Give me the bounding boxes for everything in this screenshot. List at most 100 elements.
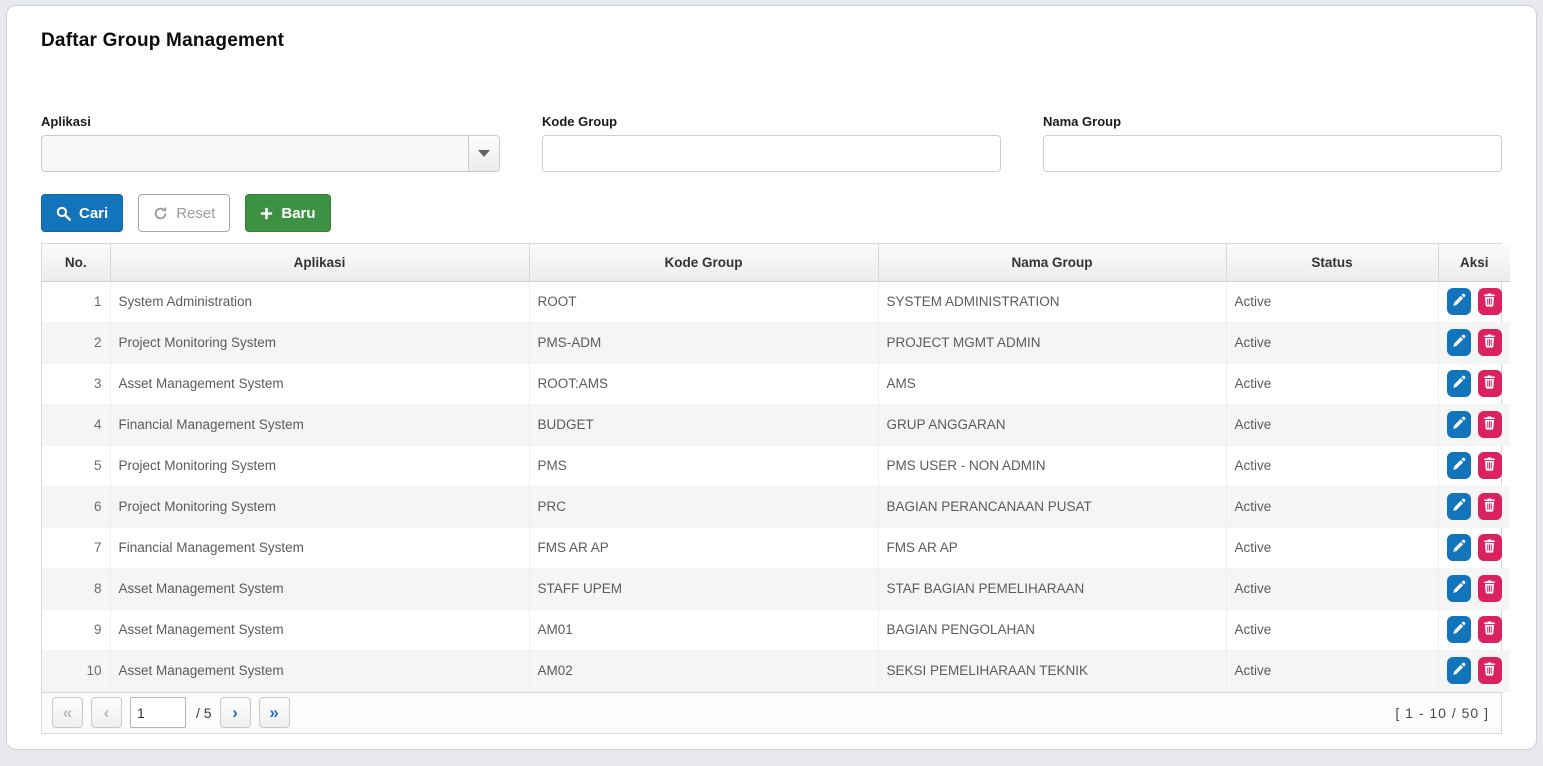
cell-no: 3 [42, 363, 111, 405]
cell-status: Active [1226, 609, 1439, 651]
plus-icon [260, 207, 273, 220]
delete-button[interactable] [1477, 534, 1502, 561]
delete-button[interactable] [1477, 616, 1502, 643]
next-page-button[interactable]: › [219, 697, 251, 728]
baru-button[interactable]: Baru [245, 194, 331, 232]
cell-nama-group: AMS [878, 363, 1227, 405]
aplikasi-label: Aplikasi [41, 114, 91, 129]
nama-group-label: Nama Group [1043, 114, 1122, 129]
cell-aplikasi: Project Monitoring System [110, 486, 530, 528]
cell-aplikasi: Project Monitoring System [110, 445, 530, 487]
cari-button[interactable]: Cari [41, 194, 124, 232]
cell-aplikasi: Asset Management System [110, 363, 530, 405]
edit-button[interactable] [1446, 657, 1471, 684]
trash-icon [1483, 621, 1496, 638]
chevron-left-icon: ‹ [103, 703, 110, 722]
trash-icon [1483, 334, 1496, 351]
filter-form: Aplikasi Kode Group Nama Group [41, 114, 1502, 172]
cell-aplikasi: Financial Management System [110, 404, 530, 446]
cell-no: 5 [42, 445, 111, 487]
cell-aksi [1438, 281, 1510, 323]
delete-button[interactable] [1477, 288, 1502, 315]
delete-button[interactable] [1477, 657, 1502, 684]
delete-button[interactable] [1477, 452, 1502, 479]
edit-button[interactable] [1446, 493, 1471, 520]
cell-kode-group: AM02 [529, 650, 879, 692]
edit-button[interactable] [1446, 329, 1471, 356]
kode-group-input[interactable] [542, 135, 1001, 172]
prev-page-button[interactable]: ‹ [91, 697, 122, 728]
edit-button[interactable] [1446, 288, 1471, 315]
delete-button[interactable] [1477, 575, 1502, 602]
table-row: 10 Asset Management System AM02 SEKSI PE… [42, 650, 1510, 692]
table-row: 6 Project Monitoring System PRC BAGIAN P… [42, 486, 1510, 528]
pencil-icon [1452, 662, 1466, 679]
chevron-down-icon [478, 150, 490, 157]
cell-kode-group: FMS AR AP [529, 527, 879, 569]
cell-aksi [1438, 527, 1510, 569]
trash-icon [1483, 662, 1496, 679]
total-pages-label: / 5 [196, 704, 212, 721]
cell-no: 2 [42, 322, 111, 364]
last-page-button[interactable]: » [258, 697, 290, 728]
table-row: 8 Asset Management System STAFF UPEM STA… [42, 568, 1510, 610]
table-header-row: No. Aplikasi Kode Group Nama Group Statu… [42, 244, 1510, 282]
delete-button[interactable] [1477, 370, 1502, 397]
delete-button[interactable] [1477, 329, 1502, 356]
edit-button[interactable] [1446, 534, 1471, 561]
reset-button-label: Reset [176, 204, 216, 222]
cell-aksi [1438, 568, 1510, 610]
cell-kode-group: STAFF UPEM [529, 568, 879, 610]
cell-aplikasi: Asset Management System [110, 568, 530, 610]
cell-aksi [1438, 363, 1510, 405]
cell-aksi [1438, 445, 1510, 487]
aplikasi-select-toggle[interactable] [468, 136, 499, 171]
cell-nama-group: SYSTEM ADMINISTRATION [878, 281, 1227, 323]
delete-button[interactable] [1477, 411, 1502, 438]
cell-no: 10 [42, 650, 111, 692]
nama-group-input[interactable] [1043, 135, 1502, 172]
trash-icon [1483, 293, 1496, 310]
edit-button[interactable] [1446, 411, 1471, 438]
column-header-aplikasi: Aplikasi [110, 244, 530, 282]
edit-button[interactable] [1446, 370, 1471, 397]
cell-status: Active [1226, 568, 1439, 610]
column-header-kode-group: Kode Group [529, 244, 879, 282]
table-row: 5 Project Monitoring System PMS PMS USER… [42, 445, 1510, 487]
edit-button[interactable] [1446, 616, 1471, 643]
table-footer: « ‹ / 5 › » [ 1 - 10 / 50 ] [41, 692, 1502, 734]
cell-nama-group: SEKSI PEMELIHARAAN TEKNIK [878, 650, 1227, 692]
page-number-input[interactable] [130, 697, 186, 728]
cell-kode-group: BUDGET [529, 404, 879, 446]
column-header-status: Status [1226, 244, 1439, 282]
trash-icon [1483, 498, 1496, 515]
page-title: Daftar Group Management [41, 30, 285, 51]
cell-aplikasi: Financial Management System [110, 527, 530, 569]
cell-nama-group: BAGIAN PERANCANAAN PUSAT [878, 486, 1227, 528]
aplikasi-select[interactable] [41, 135, 500, 172]
cell-aplikasi: System Administration [110, 281, 530, 323]
pencil-icon [1452, 457, 1466, 474]
delete-button[interactable] [1477, 493, 1502, 520]
cell-status: Active [1226, 650, 1439, 692]
pencil-icon [1452, 539, 1466, 556]
cell-nama-group: STAF BAGIAN PEMELIHARAAN [878, 568, 1227, 610]
double-chevron-right-icon: » [269, 703, 279, 722]
filter-nama-group: Nama Group [1043, 114, 1502, 172]
first-page-button[interactable]: « [52, 697, 83, 728]
trash-icon [1483, 375, 1496, 392]
edit-button[interactable] [1446, 452, 1471, 479]
group-table: No. Aplikasi Kode Group Nama Group Statu… [41, 243, 1510, 693]
reset-button[interactable]: Reset [138, 194, 231, 232]
pencil-icon [1452, 375, 1466, 392]
baru-button-label: Baru [281, 204, 316, 222]
cell-no: 8 [42, 568, 111, 610]
edit-button[interactable] [1446, 575, 1471, 602]
table-row: 1 System Administration ROOT SYSTEM ADMI… [42, 281, 1510, 323]
pencil-icon [1452, 498, 1466, 515]
cell-status: Active [1226, 486, 1439, 528]
pencil-icon [1452, 416, 1466, 433]
cell-nama-group: GRUP ANGGARAN [878, 404, 1227, 446]
double-chevron-left-icon: « [62, 703, 73, 722]
search-icon [56, 206, 71, 221]
